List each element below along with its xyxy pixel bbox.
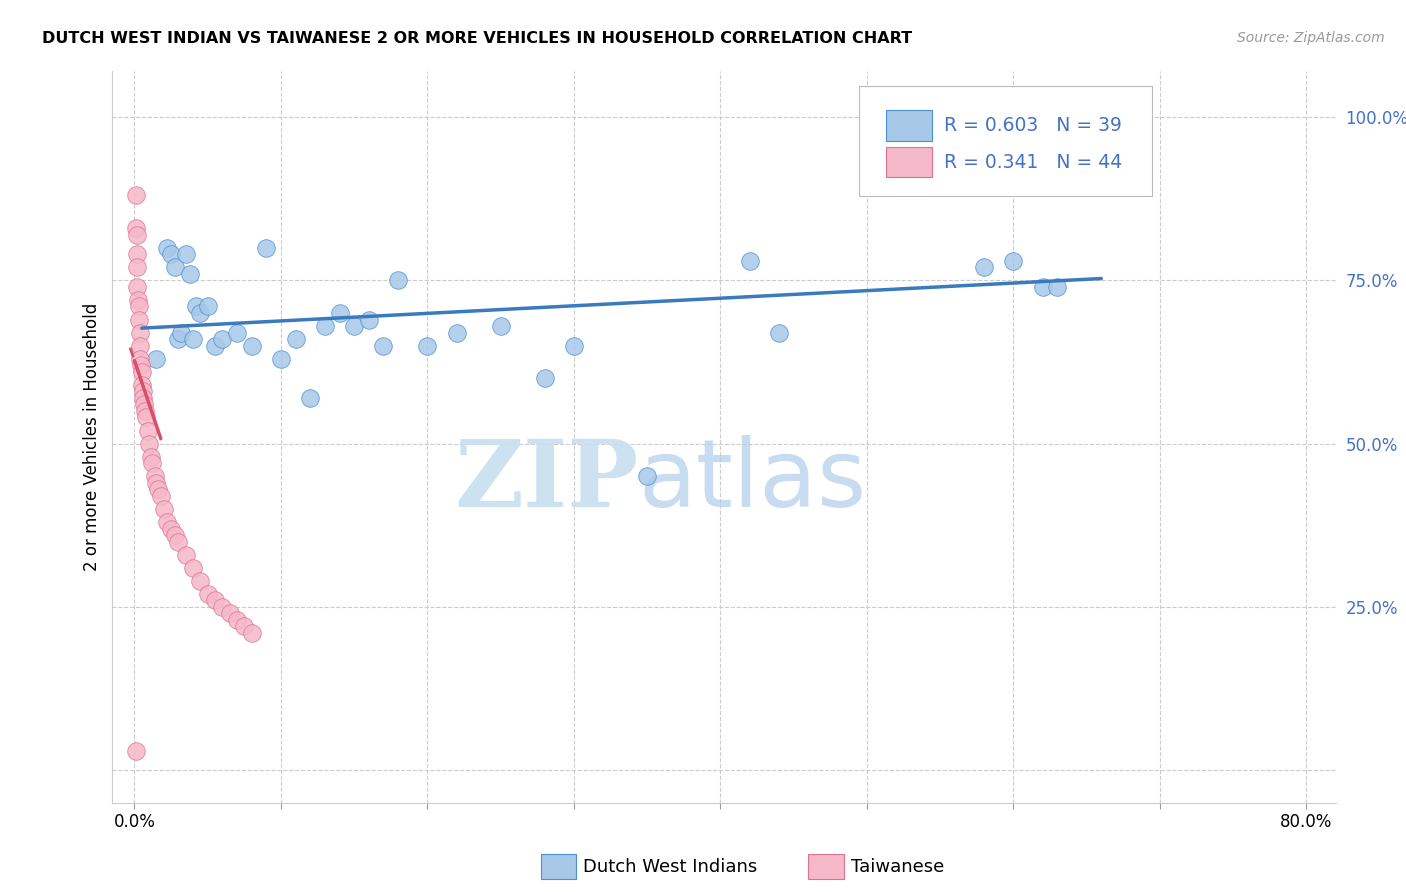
Point [125,247,148,261]
Point [129,358,152,372]
Point [314,319,336,334]
Point [145,475,167,490]
Point [233,619,256,633]
Point [167,332,190,346]
FancyBboxPatch shape [886,146,932,178]
Point [446,326,468,340]
Point [165,528,187,542]
Point [240,626,263,640]
Point [156,515,179,529]
Point [165,260,187,275]
Point [489,319,512,334]
Point [132,391,155,405]
Point [284,332,307,346]
Point [174,548,197,562]
Point [160,521,183,535]
Y-axis label: 2 or more Vehicles in Household: 2 or more Vehicles in Household [83,303,101,571]
Point [240,339,263,353]
Point [343,319,366,334]
Point [174,247,197,261]
Text: R = 0.341   N = 44: R = 0.341 N = 44 [945,153,1122,171]
Point [125,227,148,242]
Point [197,300,219,314]
Point [160,247,183,261]
Point [138,436,160,450]
Point [127,280,149,294]
Point [125,188,148,202]
Text: Source: ZipAtlas.com: Source: ZipAtlas.com [1237,31,1385,45]
Point [146,483,169,497]
Point [1046,280,1069,294]
Text: atlas: atlas [638,435,866,527]
Point [190,574,212,588]
Point [387,273,409,287]
Point [218,607,240,621]
Point [139,450,162,464]
Point [131,384,153,399]
Point [125,743,148,757]
Point [149,489,172,503]
Point [125,221,148,235]
Point [128,300,150,314]
Point [127,260,149,275]
Point [127,293,149,307]
Point [134,404,156,418]
Point [143,469,166,483]
Point [167,534,190,549]
Point [1002,253,1025,268]
Point [562,339,585,353]
Point [373,339,395,353]
Point [211,599,233,614]
Text: R = 0.603   N = 39: R = 0.603 N = 39 [945,116,1122,135]
Point [226,613,249,627]
Point [132,397,155,411]
Point [152,502,174,516]
Point [129,351,152,366]
FancyBboxPatch shape [859,86,1153,195]
Point [128,312,150,326]
Point [204,593,226,607]
Point [128,326,150,340]
Point [135,410,157,425]
Point [136,424,159,438]
Point [181,560,204,574]
Point [226,326,249,340]
Point [973,260,995,275]
Text: ZIP: ZIP [454,436,638,526]
Point [357,312,380,326]
FancyBboxPatch shape [886,110,932,141]
Point [636,469,658,483]
Point [131,365,153,379]
Point [156,241,179,255]
Point [328,306,350,320]
Point [416,339,439,353]
Point [204,339,226,353]
Point [533,371,555,385]
Text: DUTCH WEST INDIAN VS TAIWANESE 2 OR MORE VEHICLES IN HOUSEHOLD CORRELATION CHART: DUTCH WEST INDIAN VS TAIWANESE 2 OR MORE… [42,31,912,46]
Point [131,377,153,392]
Point [129,339,152,353]
Point [141,456,163,470]
Point [179,267,201,281]
Point [768,326,790,340]
Point [270,351,292,366]
Point [738,253,761,268]
Point [190,306,212,320]
Point [145,351,167,366]
Point [181,332,204,346]
Point [211,332,233,346]
Point [184,300,207,314]
Point [1032,280,1054,294]
Text: Dutch West Indians: Dutch West Indians [583,858,758,876]
Point [170,326,193,340]
Point [299,391,322,405]
Text: Taiwanese: Taiwanese [851,858,943,876]
Point [1076,123,1098,137]
Point [197,587,219,601]
Point [254,241,277,255]
